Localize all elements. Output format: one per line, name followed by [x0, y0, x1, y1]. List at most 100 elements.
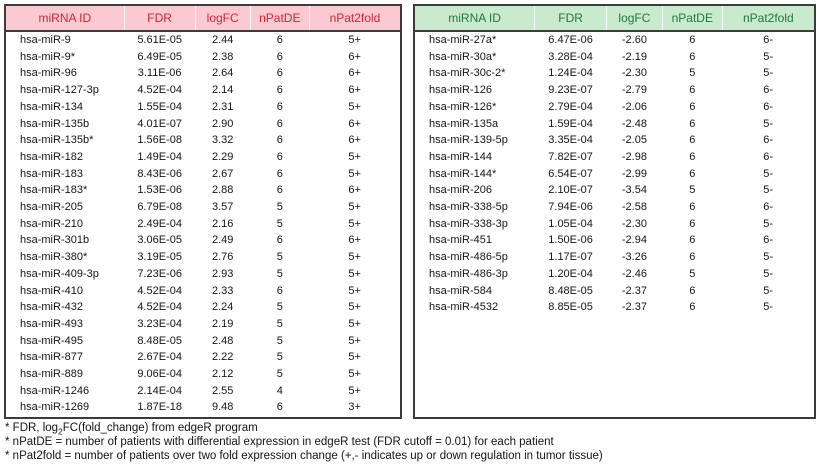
- downregulated-table-body: hsa-miR-27a* 6.47E-06 -2.60 6 6- hsa-miR-30a*…: [415, 31, 814, 316]
- table-cell: 1.17E-07: [548, 251, 593, 264]
- table-cell: 6: [276, 67, 283, 80]
- table-row: hsa-miR-1246 2.14E-04 2.55 4 5+: [6, 383, 400, 400]
- table-cell: 9.23E-07: [548, 84, 593, 97]
- table-cell: 6: [276, 100, 283, 113]
- table-cell: 5+: [348, 301, 361, 314]
- table-cell: 1.50E-06: [548, 234, 593, 247]
- table-cell: 3.32: [211, 134, 234, 147]
- table-row: hsa-miR-486-3p 1.20E-04 -2.46 5 5-: [415, 266, 814, 283]
- table-row: hsa-miR-206 2.10E-07 -3.54 5 5-: [415, 182, 814, 199]
- table-row: hsa-miR-183 8.43E-06 2.67 6 5+: [6, 166, 400, 183]
- table-cell: 1.56E-08: [137, 134, 182, 147]
- table-cell: hsa-miR-493: [20, 317, 83, 330]
- table-row: hsa-miR-27a* 6.47E-06 -2.60 6 6-: [415, 31, 814, 49]
- table-row: hsa-miR-877 2.67E-04 2.22 5 5+: [6, 349, 400, 366]
- table-row: hsa-miR-205 6.79E-08 3.57 5 5+: [6, 199, 400, 216]
- table-cell: 6: [276, 84, 283, 97]
- table-row: hsa-miR-126 9.23E-07 -2.79 6 6-: [415, 82, 814, 99]
- table-cell: hsa-miR-134: [20, 100, 83, 113]
- table-cell: hsa-miR-451: [429, 234, 492, 247]
- column-header-mirna-id: miRNA ID: [6, 6, 125, 32]
- table-cell: 4.52E-04: [137, 301, 182, 314]
- table-row: hsa-miR-210 2.49E-04 2.16 5 5+: [6, 216, 400, 233]
- table-cell: -2.37: [621, 301, 647, 314]
- table-cell: 6+: [348, 50, 361, 63]
- table-cell: hsa-miR-338-3p: [429, 217, 508, 230]
- column-header-npat2fold: nPat2fold: [721, 6, 814, 32]
- table-cell: 6: [689, 234, 696, 247]
- table-cell: hsa-miR-205: [20, 201, 83, 214]
- table-cell: 6: [276, 134, 283, 147]
- table-row: hsa-miR-889 9.06E-04 2.12 5 5+: [6, 366, 400, 383]
- table-cell: hsa-miR-135a: [429, 117, 499, 130]
- table-cell: hsa-miR-338-5p: [429, 201, 508, 214]
- table-cell: 6: [689, 284, 696, 297]
- table-cell: 2.88: [211, 184, 234, 197]
- table-cell: 5: [276, 301, 283, 314]
- table-cell: 2.12: [211, 368, 234, 381]
- table-cell: 5: [276, 334, 283, 347]
- table-cell: hsa-miR-486-5p: [429, 251, 508, 264]
- table-cell: 5: [276, 368, 283, 381]
- table-cell: 2.64: [211, 67, 234, 80]
- table-cell: hsa-miR-380*: [20, 251, 88, 264]
- table-cell: -2.58: [621, 201, 647, 214]
- table-row: hsa-miR-495 8.48E-05 2.48 5 5+: [6, 333, 400, 350]
- table-cell: 8.48E-05: [137, 334, 182, 347]
- table-cell: hsa-miR-27a*: [429, 34, 497, 46]
- table-cell: 2.49: [211, 234, 234, 247]
- table-cell: hsa-miR-301b: [20, 234, 90, 247]
- table-cell: 5.61E-05: [137, 34, 182, 46]
- table-cell: hsa-miR-432: [20, 301, 83, 314]
- table-cell: hsa-miR-206: [429, 184, 492, 197]
- table-cell: 2.33: [211, 284, 234, 297]
- table-cell: 6-: [763, 34, 773, 46]
- column-header-fdr: FDR: [534, 6, 607, 32]
- table-cell: 2.67E-04: [137, 351, 182, 364]
- table-cell: 2.16: [211, 217, 234, 230]
- table-cell: 6: [689, 217, 696, 230]
- table-row: hsa-miR-135a 1.59E-04 -2.48 6 5-: [415, 116, 814, 133]
- table-cell: 6: [689, 50, 696, 63]
- table-cell: -2.79: [621, 84, 647, 97]
- table-cell: 6-: [763, 234, 773, 247]
- column-header-npat2fold: nPat2fold: [308, 6, 400, 32]
- table-cell: 6: [276, 34, 283, 46]
- table-cell: 3.19E-05: [137, 251, 182, 264]
- table-cell: hsa-miR-96: [20, 67, 77, 80]
- table-cell: 5: [276, 317, 283, 330]
- table-cell: 1.53E-06: [137, 184, 182, 197]
- table-cell: 5+: [348, 317, 361, 330]
- table-cell: 2.44: [211, 34, 234, 46]
- table-cell: 4.52E-04: [137, 284, 182, 297]
- table-cell: 6: [276, 234, 283, 247]
- table-cell: 5+: [348, 34, 361, 46]
- upregulated-table-header: miRNA ID FDR logFC nPatDE nPat2fold: [6, 6, 400, 32]
- table-row: hsa-miR-134 1.55E-04 2.31 6 5+: [6, 99, 400, 116]
- table-cell: hsa-miR-9*: [20, 50, 76, 63]
- table-cell: 3.23E-04: [137, 317, 182, 330]
- table-cell: 1.24E-04: [548, 67, 593, 80]
- table-cell: 6.54E-07: [548, 167, 593, 180]
- column-header-fdr: FDR: [123, 6, 196, 32]
- table-row: hsa-miR-380* 3.19E-05 2.76 5 5+: [6, 249, 400, 266]
- table-cell: 6: [689, 84, 696, 97]
- table-cell: 2.14: [211, 84, 234, 97]
- table-cell: hsa-miR-30c-2*: [429, 67, 506, 80]
- table-cell: 6: [689, 117, 696, 130]
- column-header-npatde: nPatDE: [249, 6, 310, 32]
- table-row: hsa-miR-30c-2* 1.24E-04 -2.30 5 5-: [415, 65, 814, 82]
- column-header-logfc: logFC: [194, 6, 251, 32]
- table-cell: 3.11E-06: [137, 67, 182, 80]
- table-row: hsa-miR-301b 3.06E-05 2.49 6 6+: [6, 232, 400, 249]
- table-cell: 4.52E-04: [137, 84, 182, 97]
- table-cell: 4.01E-07: [137, 117, 182, 130]
- table-row: hsa-miR-338-5p 7.94E-06 -2.58 6 6-: [415, 199, 814, 216]
- table-cell: hsa-miR-877: [20, 351, 83, 364]
- table-cell: 5: [276, 251, 283, 264]
- table-cell: hsa-miR-139-5p: [429, 134, 508, 147]
- table-cell: 2.90: [211, 117, 234, 130]
- table-cell: -2.99: [621, 167, 647, 180]
- table-cell: -2.30: [621, 217, 647, 230]
- table-cell: 5: [276, 201, 283, 214]
